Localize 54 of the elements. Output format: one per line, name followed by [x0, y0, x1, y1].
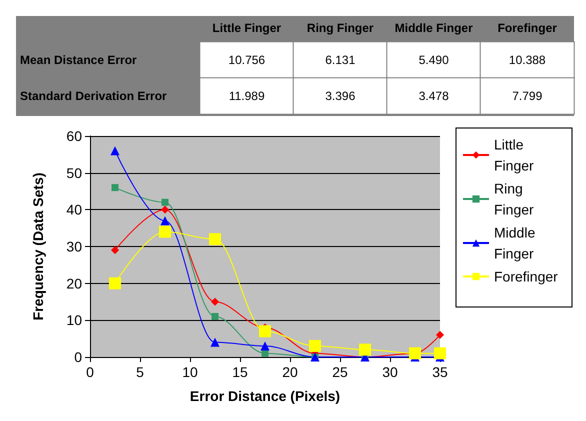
- point: [309, 340, 321, 352]
- legend-label: Ring Finger: [494, 180, 534, 218]
- point: [112, 184, 118, 192]
- data-label: 3.396: [325, 89, 356, 103]
- point: [212, 312, 218, 320]
- point: [159, 226, 171, 238]
- point: [434, 347, 446, 360]
- point: [211, 298, 219, 306]
- y-axis-title: Frequency (Data Sets): [30, 172, 46, 320]
- x-tick-label: 35: [432, 364, 448, 380]
- point: [160, 216, 170, 226]
- legend-label: Little Finger: [494, 136, 534, 174]
- point: [162, 198, 168, 206]
- x-tick-label: Forefinger: [498, 21, 558, 35]
- point: [161, 206, 169, 214]
- x-tick-label: 25: [332, 364, 348, 380]
- point: [110, 146, 120, 156]
- y-tick-label: Standard Derivation Error: [20, 89, 168, 103]
- data-label: 6.131: [325, 53, 356, 67]
- y-tick-label: Mean Distance Error: [20, 53, 138, 67]
- x-tick-label: 10: [182, 364, 198, 380]
- x-tick-label: Middle Finger: [394, 21, 474, 35]
- x-tick-label: Ring Finger: [306, 21, 374, 35]
- legend-label: Middle Finger: [494, 224, 540, 262]
- y-tick-label: 50: [66, 164, 82, 181]
- point: [436, 330, 444, 339]
- x-tick-label: 15: [232, 364, 248, 380]
- x-tick-label: 20: [282, 364, 298, 380]
- y-tick-label: 60: [66, 128, 82, 144]
- x-axis-title: Error Distance (Pixels): [190, 388, 340, 404]
- data-label: 7.799: [512, 89, 543, 103]
- y-tick-label: 20: [66, 275, 82, 292]
- point: [111, 246, 119, 254]
- point: [262, 350, 268, 357]
- legend-label: Forefinger: [494, 268, 558, 284]
- point: [359, 344, 371, 356]
- y-tick-label: 30: [66, 238, 82, 254]
- data-label: 10.756: [228, 53, 266, 67]
- x-tick-label: 30: [382, 364, 398, 380]
- point: [210, 338, 220, 347]
- data-label: 11.989: [228, 89, 265, 103]
- y-tick-label: 40: [66, 202, 82, 218]
- x-tick-label: 5: [136, 364, 144, 380]
- data-label: 10.388: [508, 53, 546, 67]
- x-tick-label: Little Finger: [212, 21, 282, 35]
- point: [209, 233, 221, 246]
- y-tick-label: 10: [66, 312, 82, 328]
- data-label: 3.478: [418, 89, 450, 103]
- point: [260, 341, 270, 350]
- point: [109, 277, 121, 290]
- x-tick-label: 0: [86, 364, 94, 380]
- data-label: 5.490: [418, 53, 450, 67]
- y-tick-label: 0: [74, 349, 82, 365]
- point: [259, 325, 271, 338]
